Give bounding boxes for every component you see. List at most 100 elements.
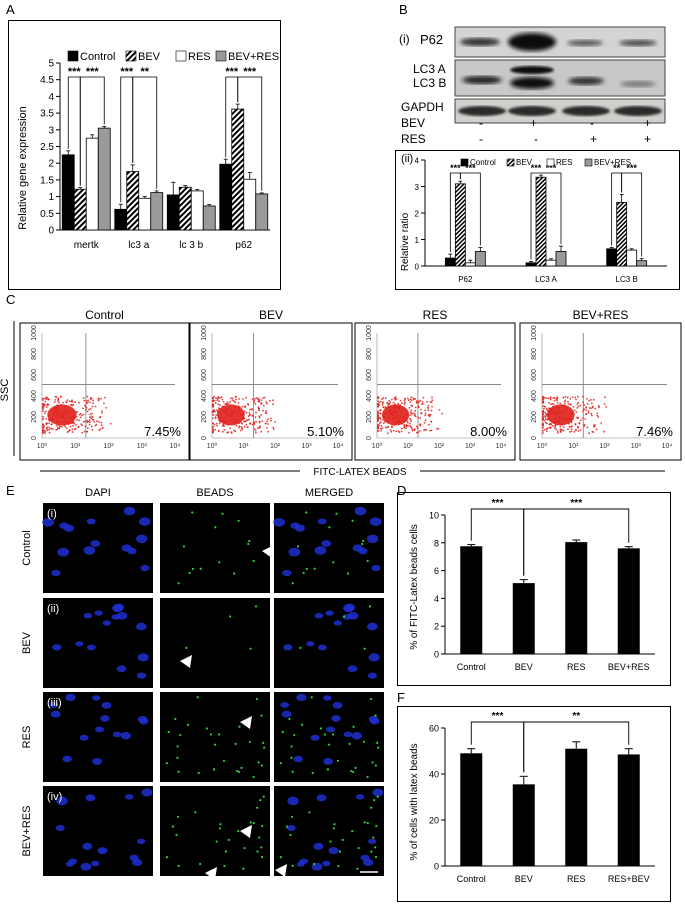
- bar: [565, 542, 588, 654]
- nucleus: [56, 796, 68, 806]
- significance-label: **: [613, 163, 621, 173]
- flow-dot: [258, 409, 261, 412]
- nucleus: [120, 732, 132, 740]
- legend-swatch: [584, 158, 593, 167]
- nucleus: [57, 547, 70, 557]
- flow-plot-title: BEV: [259, 308, 283, 322]
- flow-dot: [598, 406, 600, 409]
- flow-dot: [212, 396, 214, 399]
- bar: [454, 183, 466, 267]
- micrograph: [160, 786, 270, 876]
- flow-dot: [595, 428, 598, 431]
- nucleus: [306, 641, 315, 647]
- flow-dot: [388, 399, 390, 402]
- flow-dot: [387, 432, 389, 434]
- latex-bead: [224, 850, 227, 853]
- y-tick-label: 1: [415, 236, 420, 245]
- significance-label: ***: [492, 498, 504, 509]
- flow-dot: [555, 428, 558, 431]
- micrograph: [160, 692, 270, 782]
- bar: [73, 188, 87, 231]
- flow-dot: [545, 430, 548, 433]
- latex-bead: [291, 864, 294, 868]
- latex-bead: [327, 743, 331, 746]
- latex-bead: [165, 762, 168, 765]
- flow-dot: [596, 414, 599, 417]
- flow-x-tick-label: 10²: [270, 443, 281, 450]
- flow-dot: [578, 422, 581, 425]
- latex-bead: [229, 615, 232, 618]
- flow-dot: [263, 404, 265, 407]
- flow-dot: [242, 398, 244, 400]
- latex-bead: [308, 811, 311, 814]
- significance-label: ***: [531, 163, 542, 173]
- latex-bead: [234, 742, 237, 745]
- latex-bead: [218, 827, 221, 830]
- flow-dot: [91, 405, 94, 408]
- flow-dot: [427, 407, 429, 409]
- flow-dot: [379, 422, 381, 425]
- flow-dot: [549, 422, 551, 425]
- flow-dot: [389, 429, 392, 431]
- flow-dot: [403, 403, 406, 406]
- nucleus: [368, 653, 380, 662]
- legend-swatch: [460, 158, 469, 167]
- flow-dot: [409, 401, 412, 403]
- flow-x-tick-label: 10¹: [568, 443, 579, 450]
- x-tick-label: RES+BEV: [608, 874, 650, 884]
- significance-label: **: [572, 711, 580, 722]
- fitc-label-bg: [300, 464, 420, 478]
- flow-dot: [243, 425, 246, 428]
- x-tick-label: RES: [567, 874, 586, 884]
- flow-dot-cluster: [381, 404, 410, 426]
- flow-dot: [406, 397, 409, 400]
- flow-dot: [403, 424, 406, 426]
- flow-dot: [100, 424, 103, 426]
- nucleus: [314, 546, 327, 555]
- flow-dot: [77, 425, 80, 428]
- flow-dot: [217, 407, 220, 409]
- flow-dot: [377, 429, 379, 432]
- panel-f-border: [397, 706, 671, 902]
- latex-bead: [376, 795, 379, 798]
- latex-bead: [291, 815, 294, 818]
- flow-dot: [42, 397, 44, 400]
- micrograph: [160, 503, 270, 593]
- flow-dot: [267, 418, 269, 420]
- nucleus: [138, 517, 151, 526]
- nucleus: [282, 569, 292, 577]
- bar: [535, 176, 547, 267]
- flow-dot: [98, 416, 101, 419]
- flow-dot: [42, 406, 44, 408]
- latex-bead: [375, 824, 378, 828]
- flow-dot: [235, 398, 238, 401]
- flow-dot: [542, 401, 545, 404]
- bar: [444, 257, 456, 267]
- flow-dot: [544, 418, 547, 421]
- flow-dot: [249, 422, 251, 425]
- flow-dot: [417, 416, 420, 419]
- flow-dot: [251, 415, 254, 417]
- flow-dot: [409, 418, 412, 421]
- arrowhead-icon: [180, 655, 192, 668]
- nucleus: [310, 734, 320, 741]
- nucleus: [141, 788, 153, 797]
- western-blot: [454, 26, 666, 124]
- flow-dot: [76, 418, 78, 421]
- flow-dot: [86, 410, 89, 413]
- flow-dot: [87, 399, 90, 402]
- latex-bead: [313, 862, 316, 866]
- flow-dot: [378, 401, 381, 404]
- nucleus: [83, 546, 96, 555]
- flow-dot: [377, 418, 379, 420]
- latex-bead: [262, 741, 265, 744]
- flow-dot: [590, 402, 593, 405]
- flow-dot: [580, 419, 582, 422]
- y-tick-label: 0: [434, 650, 439, 660]
- flow-dot: [564, 403, 566, 405]
- flow-dot: [74, 401, 76, 404]
- latex-bead: [356, 867, 359, 870]
- y-tick-label: 0: [434, 862, 439, 872]
- bar: [617, 548, 640, 654]
- flow-dot: [590, 412, 593, 415]
